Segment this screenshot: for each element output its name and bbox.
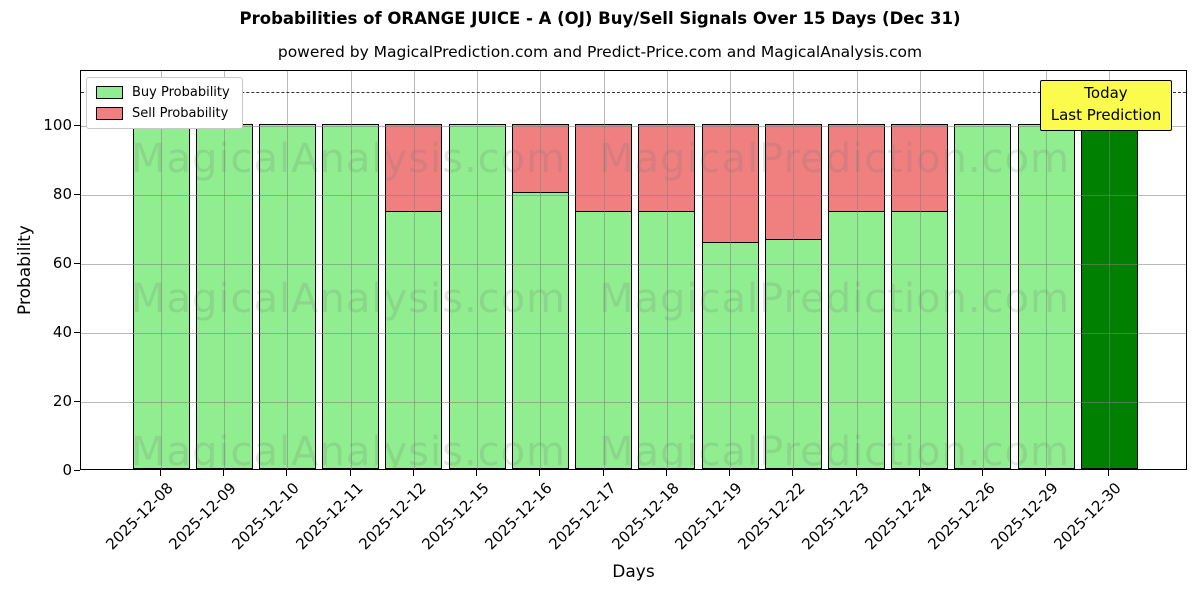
y-tick-mark bbox=[74, 125, 80, 127]
x-tick-mark bbox=[539, 470, 541, 476]
legend-item-buy: Buy Probability bbox=[96, 85, 230, 100]
y-tick-mark bbox=[74, 401, 80, 403]
gridline-v bbox=[477, 71, 479, 469]
gridline-v bbox=[1046, 71, 1048, 469]
x-tick-mark bbox=[349, 470, 351, 476]
x-tick-mark bbox=[160, 470, 161, 476]
y-tick-label: 80 bbox=[52, 185, 72, 204]
x-tick-mark bbox=[412, 470, 414, 476]
gridline-h bbox=[81, 402, 1186, 404]
buy-swatch-icon bbox=[96, 86, 123, 99]
x-tick-mark bbox=[729, 470, 731, 476]
x-tick-mark bbox=[855, 470, 857, 476]
x-tick-mark bbox=[918, 470, 920, 476]
watermark-text-right: MagicalPrediction.com bbox=[599, 429, 1070, 470]
y-tick-mark bbox=[74, 194, 80, 196]
gridline-v bbox=[603, 71, 605, 469]
chart-subtitle: powered by MagicalPrediction.com and Pre… bbox=[277, 43, 923, 61]
x-tick-mark bbox=[476, 470, 478, 476]
y-tick-label: 60 bbox=[52, 254, 72, 273]
x-tick-mark bbox=[792, 470, 794, 476]
legend: Buy Probability Sell Probability bbox=[86, 77, 243, 129]
watermark-text-right: MagicalPrediction.com bbox=[599, 276, 1070, 322]
chart-title: Probabilities of ORANGE JUICE - A (OJ) B… bbox=[239, 9, 961, 28]
x-tick-mark bbox=[602, 470, 604, 476]
plot-area: MagicalAnalysis.com MagicalPrediction.com… bbox=[80, 70, 1187, 470]
threshold-dashed-line bbox=[81, 91, 1186, 93]
today-annotation-line2: Last Prediction bbox=[1050, 105, 1162, 124]
gridline-v bbox=[793, 71, 795, 469]
watermark-text-left: MagicalAnalysis.com bbox=[131, 136, 567, 182]
y-tick-label: 40 bbox=[52, 323, 72, 342]
gridline-v bbox=[224, 71, 226, 469]
y-tick-label: 100 bbox=[43, 116, 72, 135]
legend-item-sell: Sell Probability bbox=[96, 106, 230, 121]
y-tick-mark bbox=[74, 332, 80, 334]
y-tick-mark bbox=[74, 263, 80, 265]
gridline-v bbox=[982, 71, 984, 469]
watermark-text-left: MagicalAnalysis.com bbox=[131, 429, 567, 470]
y-tick-label: 0 bbox=[62, 461, 72, 479]
gridline-h bbox=[81, 195, 1186, 197]
x-tick-mark bbox=[1045, 470, 1047, 476]
x-tick-mark bbox=[223, 470, 225, 476]
gridline-v bbox=[161, 71, 162, 469]
gridline-v bbox=[919, 71, 921, 469]
watermark-text-left: MagicalAnalysis.com bbox=[131, 276, 567, 322]
gridline-h bbox=[81, 333, 1186, 335]
legend-label-buy: Buy Probability bbox=[132, 85, 230, 100]
gridline-h bbox=[81, 126, 1186, 128]
gridline-v bbox=[856, 71, 858, 469]
sell-swatch-icon bbox=[96, 107, 123, 120]
today-annotation: Today Last Prediction bbox=[1040, 80, 1172, 131]
y-tick-mark bbox=[74, 470, 80, 471]
watermark-text-right: MagicalPrediction.com bbox=[599, 136, 1070, 182]
x-tick-mark bbox=[1108, 470, 1110, 476]
gridline-v bbox=[287, 71, 289, 469]
x-axis-label: Days bbox=[612, 562, 655, 582]
x-tick-mark bbox=[665, 470, 667, 476]
x-tick-mark bbox=[286, 470, 288, 476]
gridline-h bbox=[81, 264, 1186, 266]
gridline-v bbox=[413, 71, 415, 469]
today-annotation-line1: Today bbox=[1084, 84, 1128, 102]
gridline-v bbox=[540, 71, 542, 469]
gridline-v bbox=[666, 71, 668, 469]
x-tick-mark bbox=[981, 470, 983, 476]
gridline-v bbox=[730, 71, 732, 469]
gridline-v bbox=[350, 71, 352, 469]
legend-label-sell: Sell Probability bbox=[132, 106, 229, 121]
gridline-v bbox=[1109, 71, 1111, 469]
y-tick-label: 20 bbox=[52, 392, 72, 411]
